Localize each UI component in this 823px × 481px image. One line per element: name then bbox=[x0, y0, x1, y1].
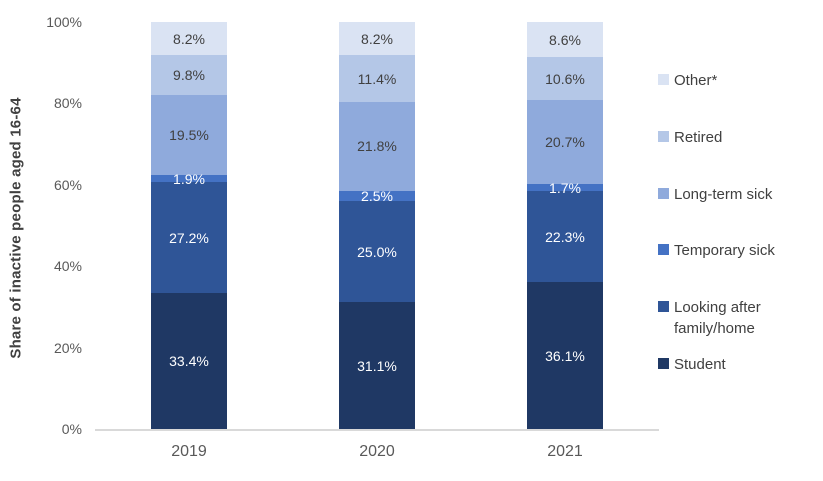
legend-label: Other* bbox=[674, 72, 718, 89]
bar-segment-label: 9.8% bbox=[173, 67, 205, 84]
bar-segment: 27.2% bbox=[151, 182, 227, 294]
bar-2021: 36.1% 22.3% 1.7% 20.7% 10.6% 8.6% bbox=[527, 22, 603, 429]
y-tick-label: 100% bbox=[46, 14, 82, 30]
bar-segment: 10.6% bbox=[527, 57, 603, 101]
bar-segment: 8.6% bbox=[527, 22, 603, 58]
legend-item: Temporary sick bbox=[658, 240, 800, 261]
legend-marker-icon bbox=[658, 188, 669, 199]
y-axis-title: Share of inactive people aged 16-64 bbox=[7, 97, 25, 359]
y-tick-label: 0% bbox=[61, 421, 82, 437]
x-axis-label: 2020 bbox=[359, 443, 395, 460]
plot-area: 33.4% 27.2% 1.9% 19.5% 9.8% 8.2% 31.1% 25.0% 2.5… bbox=[95, 22, 659, 431]
bar-segment-label: 21.8% bbox=[357, 138, 397, 155]
bar-segment-label: 11.4% bbox=[357, 70, 397, 87]
bar-segment: 11.4% bbox=[339, 55, 415, 102]
bar-segment-label: 1.7% bbox=[549, 179, 581, 196]
legend-marker-icon bbox=[658, 358, 669, 369]
y-tick-label: 20% bbox=[53, 339, 82, 356]
bar-segment-label: 33.4% bbox=[169, 353, 209, 370]
legend-label: Temporary sick bbox=[674, 242, 775, 259]
bar-2020: 31.1% 25.0% 2.5% 21.8% 11.4% 8.2% bbox=[339, 22, 415, 429]
bar-segment: 22.3% bbox=[527, 191, 603, 283]
bar-segment: 1.7% bbox=[527, 180, 603, 196]
bar-segment-label: 25.0% bbox=[357, 243, 397, 260]
x-axis-label: 2019 bbox=[171, 443, 207, 460]
legend-item: Retired bbox=[658, 127, 800, 148]
bar-segment-label: 1.9% bbox=[173, 170, 205, 187]
legend-marker-icon bbox=[658, 131, 669, 142]
legend-item: Long-term sick bbox=[658, 184, 800, 205]
y-tick-label: 80% bbox=[53, 95, 82, 112]
legend-item: Looking after family/home bbox=[658, 297, 800, 339]
bar-segment: 31.1% bbox=[339, 302, 415, 429]
bar-segment-label: 22.3% bbox=[545, 228, 585, 245]
legend-label: Looking after family/home bbox=[674, 299, 761, 337]
bar-segment-label: 2.5% bbox=[361, 187, 393, 204]
bar-segment-label: 27.2% bbox=[169, 229, 209, 246]
legend-item: Other* bbox=[658, 70, 800, 91]
bar-segment: 8.2% bbox=[151, 22, 227, 56]
bar-segment-label: 31.1% bbox=[357, 357, 397, 374]
bar-segment-label: 36.1% bbox=[545, 347, 585, 364]
legend-marker-icon bbox=[658, 301, 669, 312]
bar-segment: 21.8% bbox=[339, 101, 415, 191]
legend-marker-icon bbox=[658, 74, 669, 85]
legend-item: Student bbox=[658, 354, 800, 375]
x-axis-label: 2021 bbox=[547, 443, 583, 460]
legend-label: Student bbox=[674, 356, 726, 373]
bar-segment-label: 10.6% bbox=[545, 70, 585, 87]
legend-label: Long-term sick bbox=[674, 186, 773, 203]
bar-segment: 20.7% bbox=[527, 100, 603, 185]
bar-segment-label: 8.6% bbox=[549, 31, 581, 48]
bar-segment-label: 8.2% bbox=[361, 30, 393, 47]
bar-segment: 25.0% bbox=[339, 200, 415, 303]
bar-2019: 33.4% 27.2% 1.9% 19.5% 9.8% 8.2% bbox=[151, 22, 227, 429]
bar-segment-label: 20.7% bbox=[545, 134, 585, 151]
y-tick-label: 60% bbox=[53, 176, 82, 193]
bar-segment-label: 8.2% bbox=[173, 30, 205, 47]
y-tick-label: 40% bbox=[53, 258, 82, 275]
bar-segment: 36.1% bbox=[527, 282, 603, 429]
legend: Other* Retired Long-term sick Temporary sic… bbox=[658, 0, 823, 481]
bar-segment: 33.4% bbox=[151, 293, 227, 429]
legend-label: Retired bbox=[674, 129, 723, 146]
bar-segment: 2.5% bbox=[339, 187, 415, 204]
bar-segment: 9.8% bbox=[151, 55, 227, 96]
bar-segment: 19.5% bbox=[151, 95, 227, 175]
legend-marker-icon bbox=[658, 244, 669, 255]
bar-segment-label: 19.5% bbox=[169, 126, 209, 143]
bar-segment: 1.9% bbox=[151, 171, 227, 187]
bar-segment: 8.2% bbox=[339, 22, 415, 56]
